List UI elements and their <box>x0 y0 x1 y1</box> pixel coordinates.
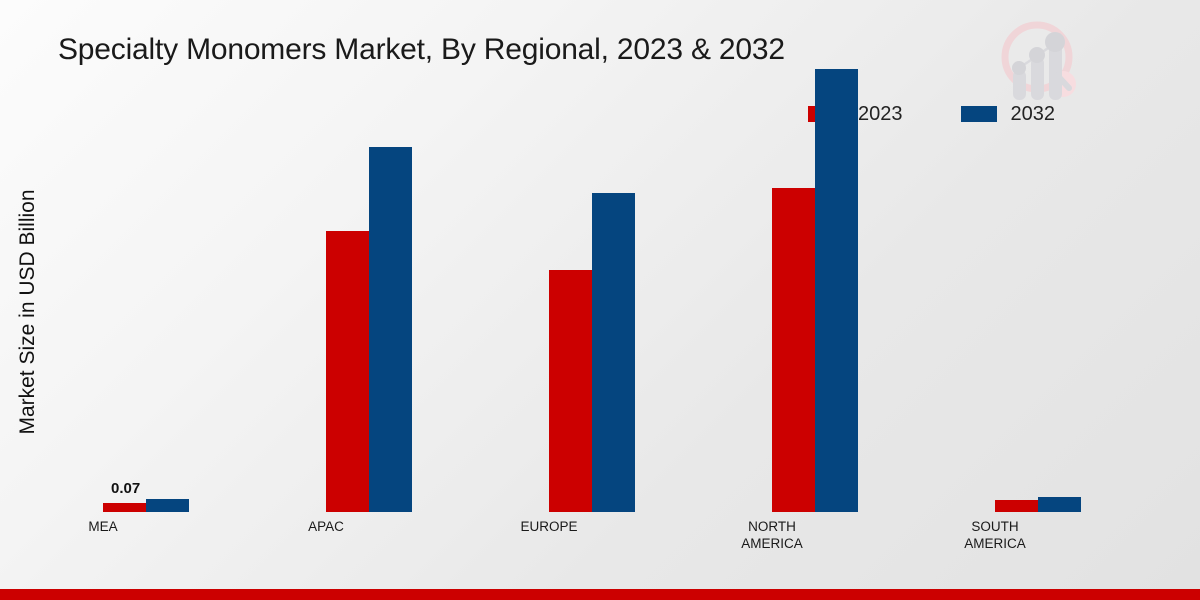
logo-circle-icon <box>1001 21 1076 97</box>
x-axis-label-line1: EUROPE <box>520 519 578 534</box>
logo-magnifier-icon <box>1054 72 1072 91</box>
x-axis-label: SOUTH AMERICA <box>895 518 1095 552</box>
legend-label-2032: 2032 <box>1010 103 1056 125</box>
bar-2032[interactable] <box>1038 497 1081 512</box>
bar-2023[interactable] <box>103 503 146 512</box>
bar-2023[interactable] <box>772 188 815 512</box>
bar-2023[interactable] <box>549 270 592 512</box>
x-axis-label-line1: APAC <box>308 519 344 534</box>
legend-label-2023: 2023 <box>858 103 903 125</box>
market-research-logo <box>985 12 1085 107</box>
bar-pair <box>772 69 858 512</box>
bar-2032[interactable] <box>592 193 635 512</box>
page-title: Specialty Monomers Market, By Regional, … <box>58 33 785 66</box>
bar-pair <box>326 140 412 512</box>
x-axis-label-line2: AMERICA <box>741 536 803 551</box>
legend-swatch-2032 <box>960 106 997 122</box>
x-axis-label-line2: AMERICA <box>964 536 1026 551</box>
bar-2032[interactable] <box>815 69 858 512</box>
bar-2032[interactable] <box>146 499 189 512</box>
logo-bars-icon <box>1013 44 1062 100</box>
bar-2023[interactable] <box>326 231 369 512</box>
x-axis-label-line1: NORTH <box>748 519 796 534</box>
x-axis-label: APAC <box>226 518 426 535</box>
x-axis-label: NORTH AMERICA <box>672 518 872 552</box>
logo-dots-icon <box>1012 32 1065 75</box>
x-axis-label-line1: MEA <box>88 519 118 534</box>
bar-pair <box>103 140 189 512</box>
logo-trend-icon <box>1018 41 1056 70</box>
x-axis-label-line1: SOUTH <box>971 519 1019 534</box>
bottom-accent-bar <box>0 589 1200 600</box>
legend-item-2032[interactable]: 2032 <box>960 103 1056 125</box>
x-axis-label: MEA <box>3 518 203 535</box>
bar-2023[interactable] <box>995 500 1038 512</box>
plot-area: 0.07 MEA APAC EUROPE NORTH <box>45 69 1155 551</box>
bar-value-label: 0.07 <box>111 480 141 497</box>
bar-2032[interactable] <box>369 147 412 512</box>
bar-pair <box>549 140 635 512</box>
x-axis-label: EUROPE <box>449 518 649 535</box>
bar-pair <box>995 140 1081 512</box>
y-axis-title: Market Size in USD Billion <box>16 189 39 435</box>
